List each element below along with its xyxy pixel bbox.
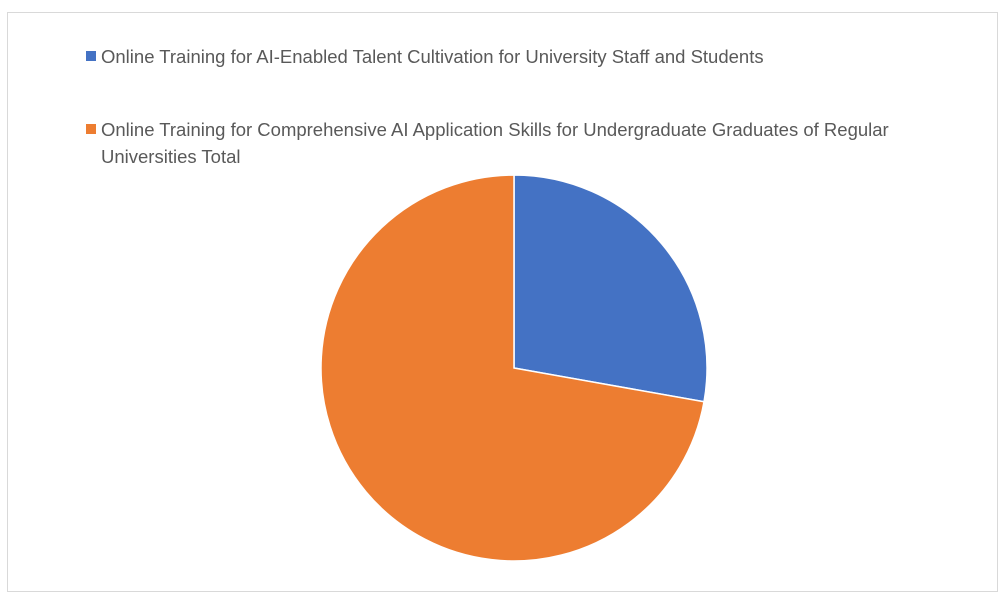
- pie-slices: [320, 174, 708, 562]
- pie-slice-comprehensive-ai-skills: [320, 174, 705, 562]
- pie-slice-ai-enabled-talent: [513, 174, 708, 403]
- legend-swatch-comprehensive-ai-skills: [86, 124, 96, 134]
- legend-item: Online Training for Comprehensive AI App…: [80, 116, 971, 170]
- legend-swatch-ai-enabled-talent: [86, 51, 96, 61]
- legend-item: Online Training for AI-Enabled Talent Cu…: [80, 43, 971, 70]
- legend-label: Online Training for Comprehensive AI App…: [101, 119, 889, 167]
- legend-label: Online Training for AI-Enabled Talent Cu…: [101, 46, 764, 67]
